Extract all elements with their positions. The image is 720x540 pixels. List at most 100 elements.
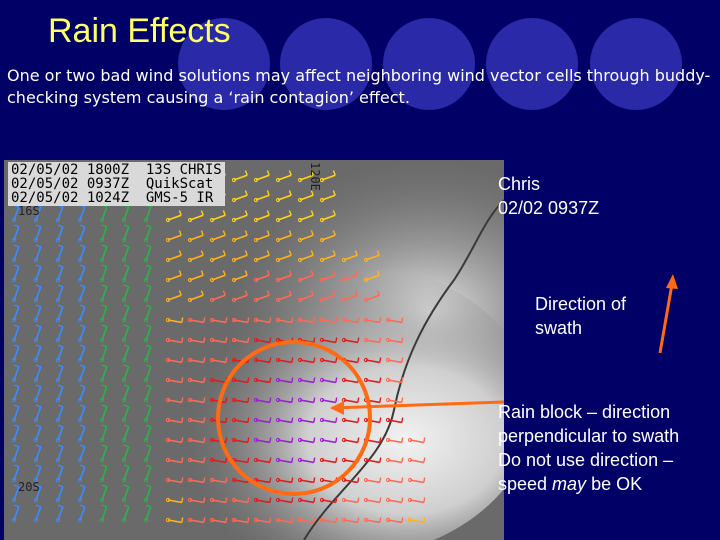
wind-barb xyxy=(343,294,358,301)
wind-barb-origin xyxy=(11,397,17,403)
wind-barb-origin xyxy=(11,357,17,363)
wind-barb-flag xyxy=(181,397,184,403)
wind-barb xyxy=(35,226,42,241)
wind-barb xyxy=(167,319,182,324)
wind-barb xyxy=(321,419,336,424)
wind-barb-origin xyxy=(55,377,61,383)
wind-barb-flag xyxy=(145,384,152,388)
wind-barb-flag xyxy=(178,230,182,236)
wind-barb-flag xyxy=(335,517,338,523)
wind-barb xyxy=(35,426,42,441)
wind-barb xyxy=(57,406,64,421)
wind-barb-flag xyxy=(313,377,316,383)
wind-barb xyxy=(277,359,292,364)
wind-barb-origin xyxy=(187,297,193,303)
wind-barb-origin xyxy=(297,417,303,423)
wind-barb-flag xyxy=(123,264,130,268)
wind-barb-flag xyxy=(123,424,130,428)
wind-barb-flag xyxy=(203,317,206,323)
wind-barb-flag xyxy=(101,464,108,468)
wind-barb-flag xyxy=(401,517,404,523)
wind-barb xyxy=(299,254,314,261)
wind-barb-flag xyxy=(13,264,20,268)
wind-barb xyxy=(233,459,248,464)
wind-barb xyxy=(299,274,314,281)
wind-barb-origin xyxy=(275,397,281,403)
wind-barb-flag xyxy=(13,364,20,368)
wind-barb-flag xyxy=(57,464,64,468)
wind-barb-flag xyxy=(57,504,64,508)
wind-barb-origin xyxy=(341,377,347,383)
wind-barb-origin xyxy=(165,277,171,283)
wind-barb-origin xyxy=(253,397,259,403)
wind-barb-flag xyxy=(123,284,130,288)
wind-barb-origin xyxy=(297,517,303,523)
wind-barb xyxy=(387,379,402,384)
wind-barb xyxy=(321,339,336,344)
wind-barb-origin xyxy=(407,517,413,523)
wind-barb-flag xyxy=(247,337,250,343)
wind-barb xyxy=(13,206,20,221)
wind-barb xyxy=(35,306,42,321)
wind-barb xyxy=(79,366,86,381)
wind-barb xyxy=(57,246,64,261)
wind-barb-origin xyxy=(55,337,61,343)
wind-barb-origin xyxy=(297,257,303,263)
wind-barb-origin xyxy=(33,497,39,503)
wind-barb-flag xyxy=(203,437,206,443)
wind-barb xyxy=(233,274,248,281)
wind-barb-flag xyxy=(123,304,130,308)
wind-barb xyxy=(13,346,20,361)
wind-barb-origin xyxy=(187,497,193,503)
wind-barb-origin xyxy=(121,517,127,523)
wind-barb xyxy=(167,419,182,424)
wind-barb-origin xyxy=(275,377,281,383)
wind-barb-flag xyxy=(354,290,358,296)
wind-barb-flag xyxy=(181,437,184,443)
wind-barb xyxy=(299,399,314,404)
decor-circle xyxy=(590,18,682,110)
wind-barb xyxy=(233,339,248,344)
wind-barb xyxy=(211,294,226,301)
wind-barb-flag xyxy=(79,484,86,488)
wind-barb xyxy=(255,214,270,221)
wind-barb-origin xyxy=(77,437,83,443)
wind-barb-flag xyxy=(401,317,404,323)
wind-barb-flag xyxy=(310,230,314,236)
wind-barb xyxy=(145,486,152,501)
wind-barb-flag xyxy=(35,444,42,448)
wind-barb-origin xyxy=(33,237,39,243)
wind-barb-flag xyxy=(101,244,108,248)
wind-barb-origin xyxy=(319,197,325,203)
wind-barb xyxy=(167,359,182,364)
wind-barb-flag xyxy=(101,324,108,328)
wind-barb xyxy=(387,319,402,324)
storm-label: Chris 02/02 0937Z xyxy=(498,172,599,220)
wind-barb-origin xyxy=(165,337,171,343)
wind-barb-origin xyxy=(253,317,259,323)
wind-barb xyxy=(35,266,42,281)
wind-barb xyxy=(299,214,314,221)
wind-barb xyxy=(233,499,248,504)
wind-barb-origin xyxy=(253,457,259,463)
wind-barb-flag xyxy=(269,457,272,463)
wind-barb-origin xyxy=(121,317,127,323)
wind-barb xyxy=(189,214,204,221)
image-header-label: 02/05/02 1800Z 13S CHRIS 02/05/02 0937Z … xyxy=(8,162,225,206)
wind-barb-origin xyxy=(165,357,171,363)
wind-barb xyxy=(101,206,108,221)
rain-block-note: Rain block – direction perpendicular to … xyxy=(498,400,679,496)
wind-barb-origin xyxy=(297,277,303,283)
wind-barb xyxy=(387,459,402,464)
wind-barb-flag xyxy=(401,437,404,443)
wind-barb-flag xyxy=(79,284,86,288)
wind-barb xyxy=(79,486,86,501)
wind-barb xyxy=(211,359,226,364)
wind-barb-flag xyxy=(181,337,184,343)
wind-barb-flag xyxy=(145,424,152,428)
wind-barb-flag xyxy=(101,404,108,408)
wind-barb xyxy=(123,246,130,261)
wind-barb-flag xyxy=(376,290,380,296)
wind-barb-flag xyxy=(269,497,272,503)
wind-barb xyxy=(387,499,402,504)
